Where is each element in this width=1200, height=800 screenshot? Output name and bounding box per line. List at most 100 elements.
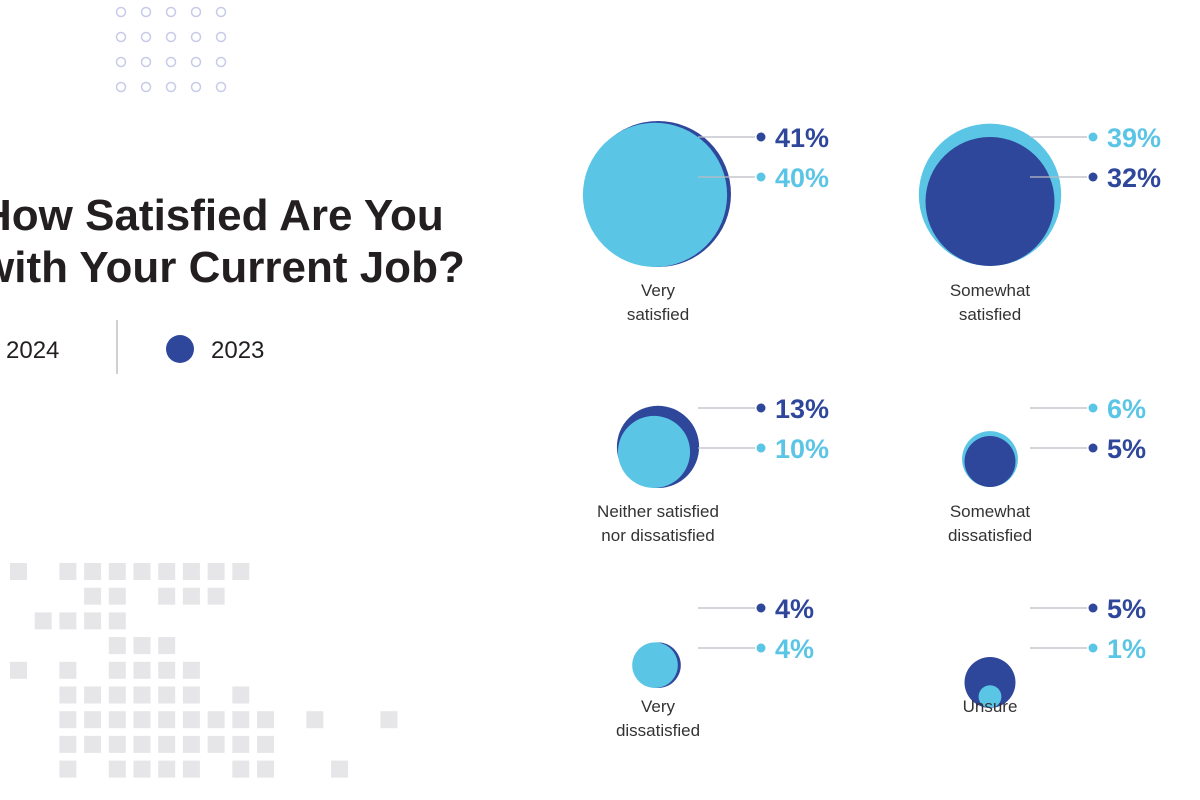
value-marker-2024 bbox=[1088, 643, 1098, 653]
value-marker-2023 bbox=[1088, 603, 1098, 613]
category-label: Somewhat bbox=[950, 281, 1031, 300]
decor-square bbox=[207, 735, 225, 753]
decor-square bbox=[257, 735, 274, 753]
decor-square bbox=[232, 563, 250, 580]
value-marker-2024 bbox=[1088, 132, 1098, 142]
decor-dot bbox=[215, 31, 227, 43]
decor-square bbox=[257, 711, 274, 729]
decor-square bbox=[108, 612, 126, 630]
value-marker-2024 bbox=[1088, 403, 1098, 413]
value-label-2023: 5% bbox=[1107, 594, 1146, 624]
decor-square bbox=[59, 735, 77, 753]
decor-square bbox=[158, 637, 176, 655]
decor-square bbox=[158, 711, 176, 729]
bubble-groups: 41% 40% Very satisfied 39% 32% Somewhat satisfi… bbox=[582, 121, 1161, 740]
decor-square bbox=[10, 661, 27, 679]
decor-dot bbox=[165, 31, 177, 43]
bubble-group: 39% 32% Somewhat satisfied bbox=[918, 123, 1161, 324]
decor-square bbox=[133, 735, 151, 753]
category-label: dissatisfied bbox=[616, 721, 700, 740]
decor-dot bbox=[140, 6, 152, 18]
decor-square bbox=[108, 661, 126, 679]
decor-square bbox=[59, 563, 77, 580]
decor-square bbox=[158, 661, 176, 679]
decor-dot bbox=[165, 81, 177, 93]
value-marker-2024 bbox=[756, 443, 766, 453]
category-label: satisfied bbox=[627, 305, 689, 324]
decor-square bbox=[182, 735, 200, 753]
decor-square bbox=[84, 735, 102, 753]
decor-square bbox=[207, 711, 225, 729]
value-label-2023: 32% bbox=[1107, 163, 1161, 193]
decor-square bbox=[108, 711, 126, 729]
bubble-group: 4% 4% Very dissatisfied bbox=[616, 594, 814, 740]
decor-square bbox=[84, 563, 102, 580]
decor-square bbox=[158, 760, 176, 778]
value-marker-2024 bbox=[756, 643, 766, 653]
decor-dot bbox=[165, 6, 177, 18]
decor-dot bbox=[215, 56, 227, 68]
decor-square bbox=[133, 686, 151, 704]
legend-swatch-2023 bbox=[166, 335, 194, 363]
title-line-1: How Satisfied Are You bbox=[0, 191, 444, 240]
legend-label-2023: 2023 bbox=[211, 337, 264, 364]
decor-square bbox=[108, 637, 126, 655]
title-line-2: with Your Current Job? bbox=[0, 243, 465, 292]
decor-dot bbox=[215, 6, 227, 18]
decor-square bbox=[59, 711, 77, 729]
decor-square bbox=[207, 563, 225, 580]
value-label-2023: 5% bbox=[1107, 434, 1146, 464]
category-label: Unsure bbox=[963, 697, 1018, 716]
value-marker-2023 bbox=[1088, 172, 1098, 182]
bubble-group: 6% 5% Somewhat dissatisfied bbox=[948, 394, 1146, 545]
decor-square bbox=[84, 711, 102, 729]
bubble-2023 bbox=[964, 436, 1016, 487]
decor-square bbox=[331, 760, 349, 778]
decor-square bbox=[84, 587, 102, 605]
decor-square bbox=[182, 711, 200, 729]
decor-square bbox=[10, 563, 27, 580]
square-grid-decoration bbox=[10, 563, 398, 778]
decor-dot bbox=[140, 81, 152, 93]
value-label-2023: 41% bbox=[775, 123, 829, 153]
decor-square bbox=[108, 760, 126, 778]
bubble-2024 bbox=[978, 685, 1002, 708]
value-label-2024: 39% bbox=[1107, 123, 1161, 153]
bubble-2024 bbox=[632, 642, 678, 688]
value-label-2024: 10% bbox=[775, 434, 829, 464]
decor-dot bbox=[115, 31, 127, 43]
decor-square bbox=[158, 686, 176, 704]
legend: 2024 2023 bbox=[6, 320, 264, 374]
decor-dot bbox=[115, 56, 127, 68]
bubble-2024 bbox=[582, 122, 728, 267]
decor-dot bbox=[165, 56, 177, 68]
value-marker-2024 bbox=[756, 172, 766, 182]
decor-square bbox=[158, 587, 176, 605]
decor-square bbox=[232, 686, 250, 704]
value-marker-2023 bbox=[756, 403, 766, 413]
bubble-2023 bbox=[925, 137, 1055, 266]
decor-dot bbox=[190, 31, 202, 43]
decor-square bbox=[158, 735, 176, 753]
bubble-2024 bbox=[617, 415, 691, 488]
value-label-2024: 1% bbox=[1107, 634, 1146, 664]
decor-square bbox=[158, 563, 176, 580]
decor-square bbox=[182, 686, 200, 704]
decor-square bbox=[306, 711, 324, 729]
decor-square bbox=[232, 735, 250, 753]
value-label-2023: 13% bbox=[775, 394, 829, 424]
decor-square bbox=[133, 711, 151, 729]
bubble-group: 5% 1% Unsure bbox=[963, 594, 1146, 716]
value-label-2024: 40% bbox=[775, 163, 829, 193]
decor-square bbox=[182, 563, 200, 580]
category-label: nor dissatisfied bbox=[601, 526, 714, 545]
category-label: Somewhat bbox=[950, 502, 1031, 521]
decor-square bbox=[257, 760, 274, 778]
bubble-group: 13% 10% Neither satisfied nor dissatisfied bbox=[597, 394, 829, 545]
decor-square bbox=[207, 587, 225, 605]
decor-square bbox=[108, 686, 126, 704]
decor-dot bbox=[190, 6, 202, 18]
value-marker-2023 bbox=[1088, 443, 1098, 453]
